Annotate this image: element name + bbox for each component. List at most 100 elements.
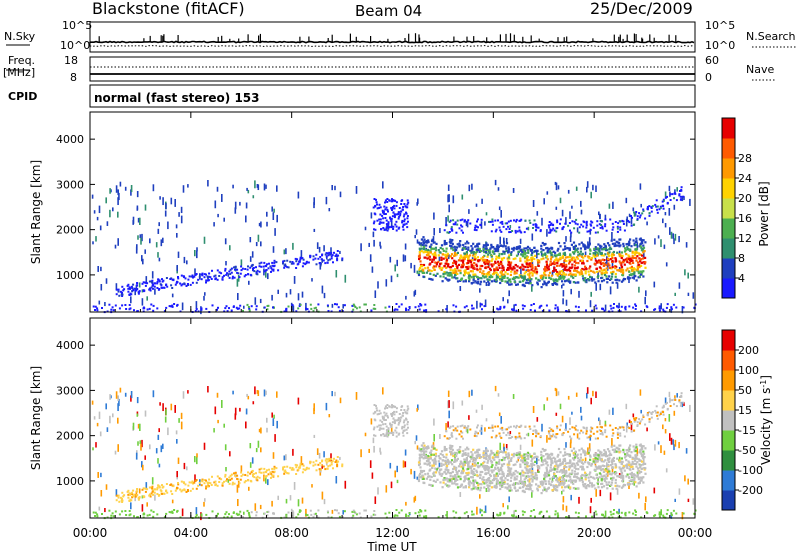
velocity-echo	[105, 403, 107, 410]
power-echo	[546, 266, 549, 269]
power-echo	[207, 276, 209, 279]
velocity-echo	[118, 398, 120, 407]
velocity-echo	[165, 409, 167, 416]
power-echo	[499, 221, 502, 224]
power-echo	[94, 305, 97, 308]
power-echo	[519, 238, 522, 244]
power-echo	[337, 254, 340, 257]
power-echo	[248, 309, 251, 312]
power-echo	[694, 303, 697, 306]
power-echo	[370, 212, 373, 219]
power-echo	[608, 275, 611, 278]
power-echo	[134, 290, 136, 296]
power-echo	[321, 285, 324, 294]
velocity-echo	[146, 514, 149, 517]
power-echo	[490, 259, 493, 263]
power-echo	[603, 268, 606, 271]
power-echo	[311, 278, 313, 282]
power-echo	[499, 307, 502, 309]
velocity-echo	[589, 458, 592, 461]
power-echo	[500, 230, 503, 233]
power-echo	[577, 254, 580, 257]
velocity-echo	[298, 511, 301, 513]
velocity-echo	[603, 477, 606, 481]
power-echo	[672, 233, 674, 239]
power-echo	[509, 225, 512, 229]
power-echo	[384, 217, 387, 219]
power-echo	[594, 304, 597, 307]
nsearch-trace	[89, 45, 695, 47]
velocity-echo	[628, 461, 631, 464]
power-echo	[620, 270, 623, 273]
power-echo	[485, 249, 488, 252]
power-echo	[587, 241, 589, 249]
power-echo	[602, 279, 606, 282]
power-echo	[633, 244, 636, 247]
velocity-echo	[398, 413, 401, 415]
power-echo	[598, 211, 600, 216]
velocity-echo	[514, 463, 517, 466]
power-echo	[599, 252, 602, 255]
power-echo	[506, 222, 509, 225]
velocity-echo	[450, 453, 453, 456]
velocity-echo	[471, 389, 473, 396]
power-echo	[341, 257, 344, 260]
power-echo	[448, 204, 450, 213]
power-echo	[390, 200, 393, 203]
power-echo	[491, 258, 494, 261]
velocity-echo	[674, 439, 677, 447]
velocity-echo	[582, 468, 585, 471]
power-echo	[258, 265, 261, 268]
power-echo	[606, 281, 609, 284]
velocity-echo	[327, 460, 330, 463]
power-echo	[515, 309, 518, 312]
velocity-echo	[253, 476, 256, 479]
velocity-echo	[140, 443, 142, 451]
power-echo	[390, 275, 393, 283]
power-echo	[121, 295, 124, 297]
power-echo	[100, 284, 103, 291]
power-echo	[584, 267, 587, 270]
velocity-echo	[200, 513, 203, 516]
power-echo	[97, 266, 99, 272]
power-echo	[531, 233, 534, 241]
power-echo	[620, 266, 624, 269]
power-echo	[572, 241, 576, 244]
velocity-echo	[323, 451, 325, 458]
power-echo	[638, 212, 641, 215]
velocity-echo	[564, 486, 567, 489]
velocity-echo	[561, 415, 564, 423]
power-echo	[561, 265, 564, 268]
velocity-echo	[397, 417, 400, 420]
power-echo	[531, 284, 534, 287]
velocity-echo	[252, 475, 254, 478]
velocity-echo	[513, 476, 516, 479]
power-echo	[574, 305, 577, 308]
power-echo	[136, 288, 139, 290]
velocity-echo	[136, 494, 139, 496]
power-echo	[170, 197, 173, 205]
velocity-echo	[422, 457, 425, 460]
power-echo	[616, 227, 619, 230]
power-echo	[675, 199, 678, 202]
power-echo	[607, 262, 610, 265]
velocity-echo	[403, 409, 406, 411]
velocity-echo	[483, 460, 486, 463]
velocity-echo	[545, 468, 548, 471]
power-echo	[374, 290, 377, 298]
velocity-echo	[392, 434, 395, 436]
velocity-echo	[376, 409, 378, 412]
velocity-echo	[422, 481, 425, 484]
power-echo	[389, 256, 392, 263]
power-echo	[630, 267, 633, 270]
velocity-echo	[442, 478, 445, 481]
power-echo	[488, 220, 490, 223]
velocity-echo	[512, 471, 515, 474]
power-echo	[512, 249, 515, 252]
velocity-echo	[506, 487, 509, 490]
power-echo	[399, 212, 402, 215]
power-echo	[151, 279, 154, 282]
velocity-echo	[563, 457, 566, 460]
power-echo	[110, 189, 112, 193]
power-echo	[393, 204, 396, 207]
